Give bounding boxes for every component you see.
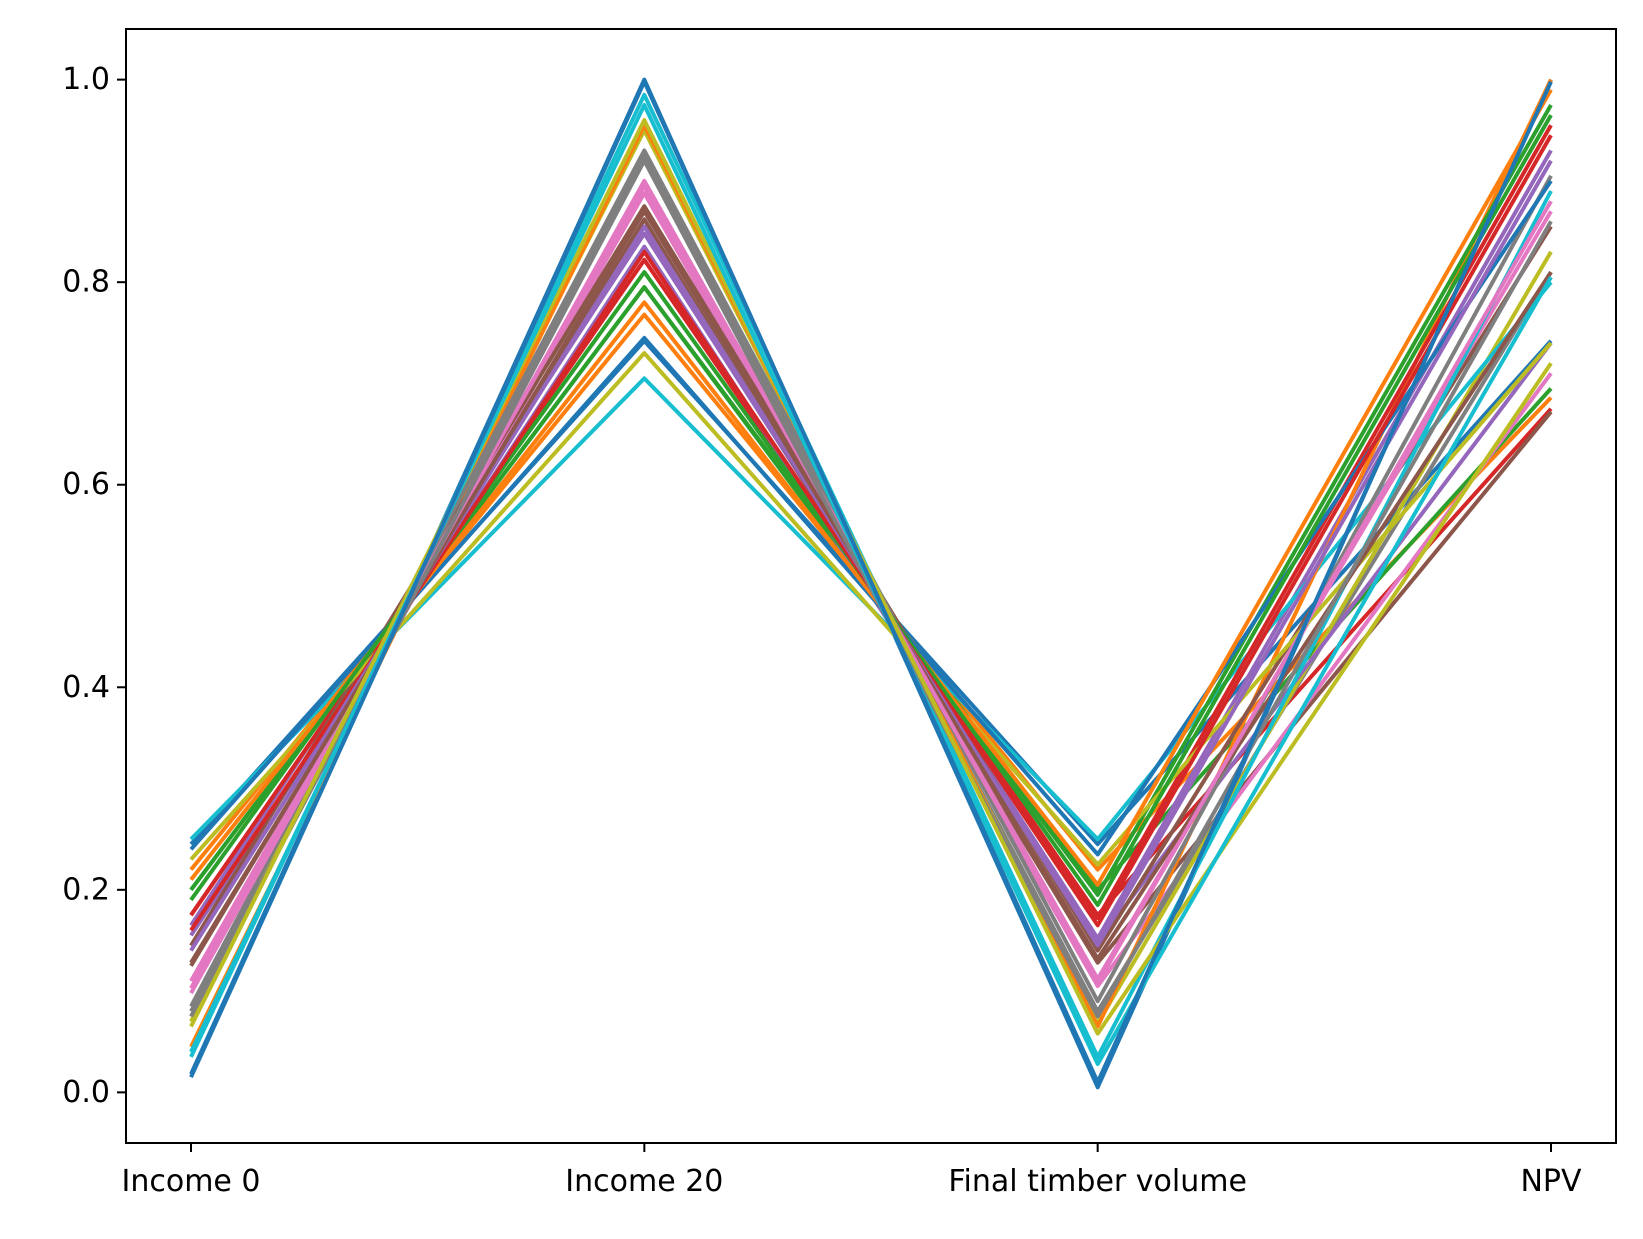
x-axis: Income 0 Income 20 Final timber volume NPV bbox=[121, 1143, 1582, 1199]
series-lines bbox=[189, 77, 1553, 1090]
series-line-29 bbox=[189, 118, 1553, 1036]
y-axis: 0.0 0.2 0.4 0.6 0.8 1.0 bbox=[62, 62, 126, 1110]
plot-frame bbox=[125, 28, 1617, 1144]
x-tick-label: Income 0 bbox=[121, 1164, 260, 1199]
x-tick-label: NPV bbox=[1520, 1164, 1582, 1199]
x-tick-label: Income 20 bbox=[565, 1164, 723, 1199]
y-tick-label: 0.2 bbox=[62, 872, 110, 907]
series-line-31 bbox=[189, 79, 1553, 1085]
y-tick-label: 1.0 bbox=[62, 62, 110, 97]
y-tick-label: 0.0 bbox=[62, 1075, 110, 1110]
series-line-19 bbox=[189, 341, 1553, 867]
x-tick-label: Final timber volume bbox=[948, 1164, 1247, 1199]
y-tick-label: 0.4 bbox=[62, 670, 110, 705]
y-tick-label: 0.6 bbox=[62, 467, 110, 502]
y-tick-label: 0.8 bbox=[62, 265, 110, 300]
